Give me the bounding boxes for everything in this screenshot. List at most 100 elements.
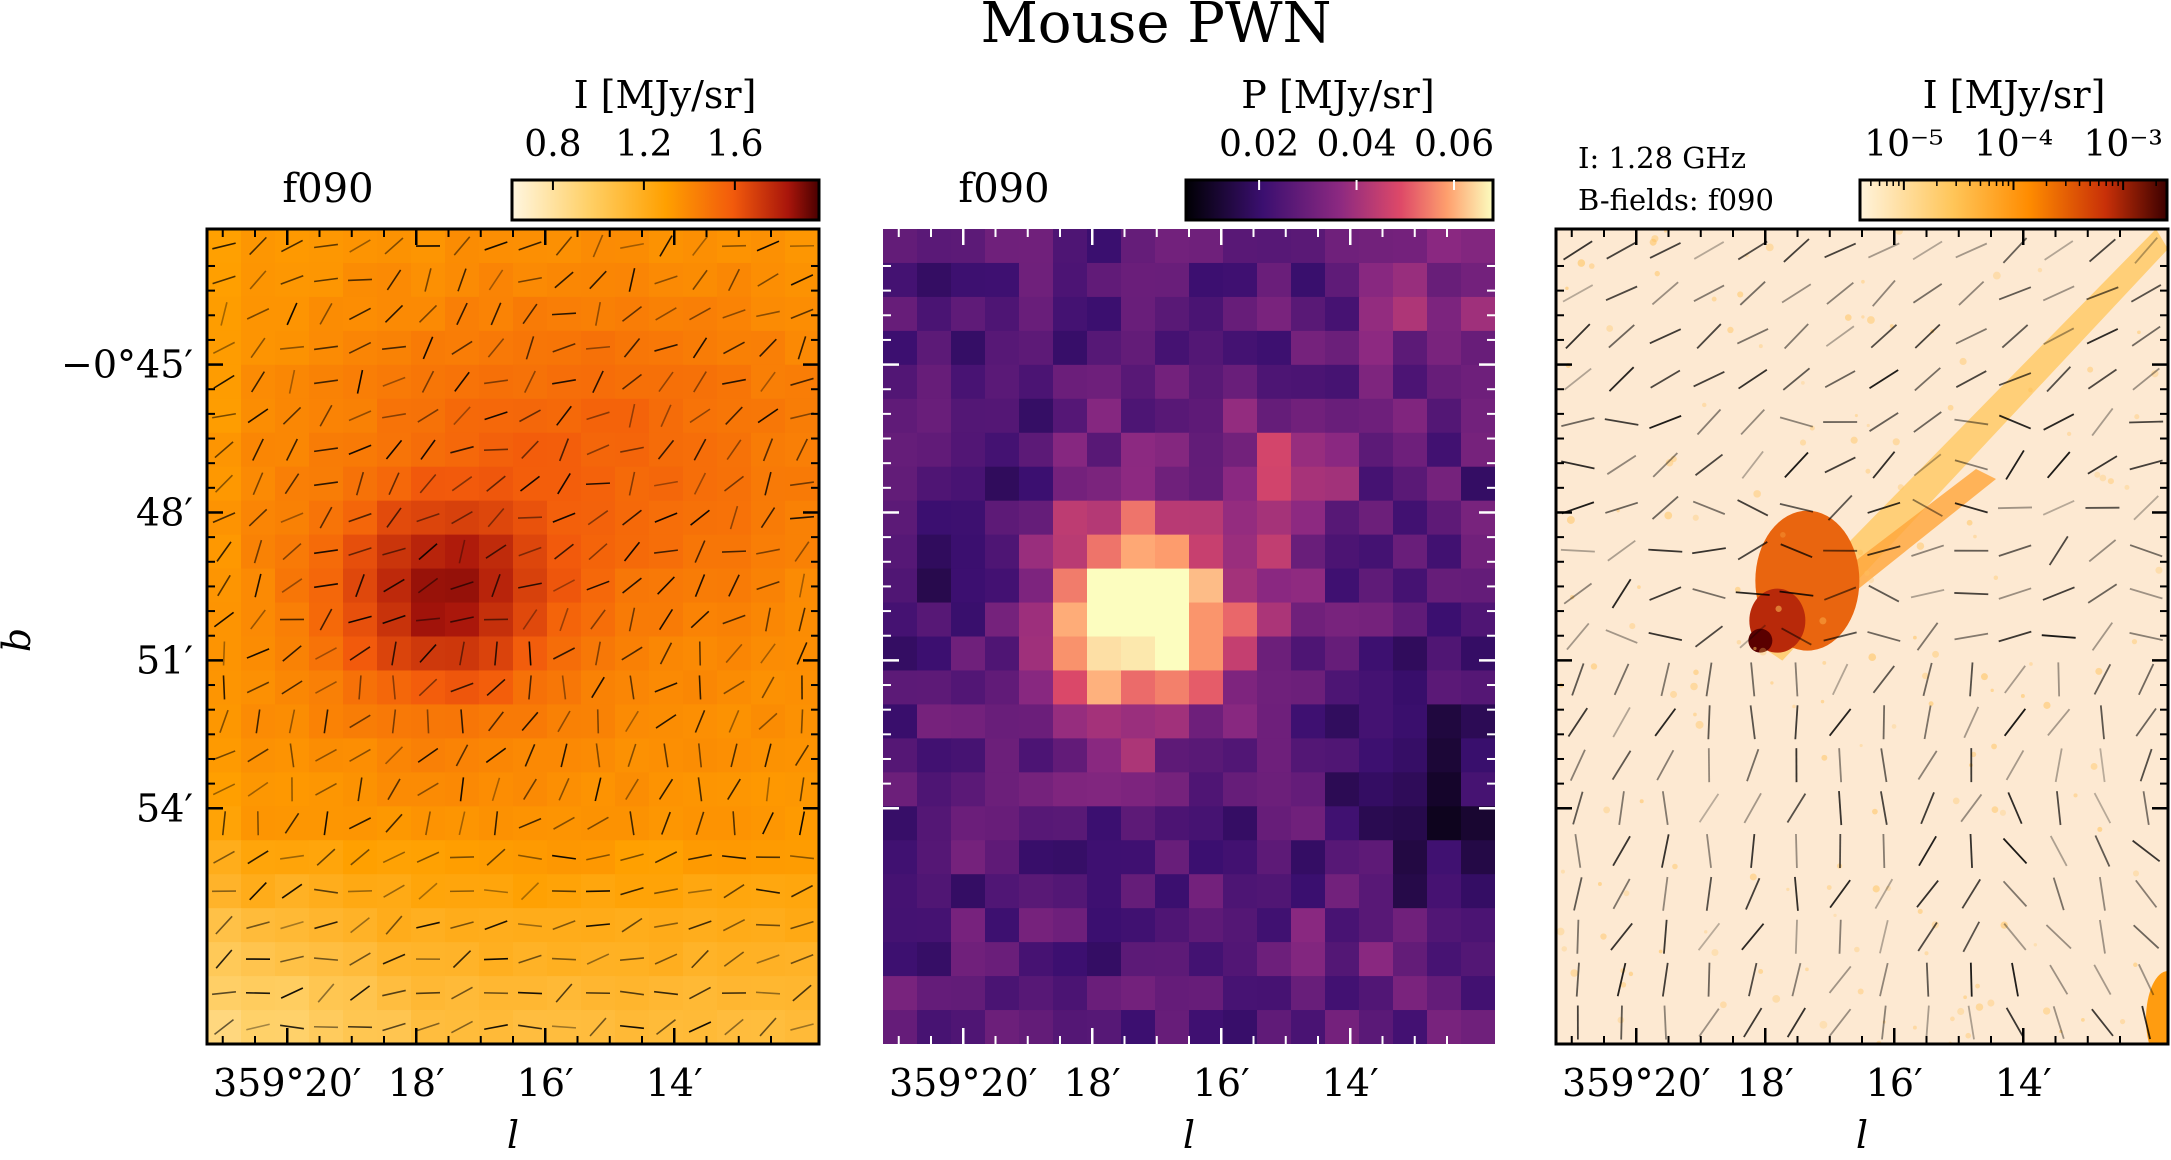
polarization-vector bbox=[654, 888, 678, 895]
bfield-vector bbox=[1608, 366, 1635, 392]
polarization-vector bbox=[384, 237, 404, 255]
polarization-vector bbox=[212, 242, 236, 250]
heatmap-cell bbox=[1189, 874, 1224, 909]
heatmap-cell bbox=[883, 229, 918, 264]
heatmap-cell bbox=[883, 976, 918, 1011]
heatmap-cell bbox=[951, 500, 986, 536]
heatmap-cell bbox=[1155, 670, 1190, 706]
bfield-vector bbox=[1692, 547, 1726, 555]
colorbar-tick-label: 10⁻⁴ bbox=[1974, 124, 2053, 165]
heatmap-cell bbox=[1223, 1010, 1258, 1044]
pwn-nucleus bbox=[1748, 628, 1773, 653]
polarization-vector bbox=[629, 675, 635, 700]
polarization-vector bbox=[418, 882, 438, 900]
heatmap-cell bbox=[581, 942, 616, 977]
heatmap-cell bbox=[1291, 806, 1326, 841]
polarization-vector bbox=[217, 574, 231, 597]
polarization-vector bbox=[219, 709, 229, 733]
polarization-vector bbox=[522, 303, 538, 325]
heatmap-cell bbox=[1121, 534, 1156, 570]
heatmap-cell bbox=[1189, 704, 1224, 739]
heatmap-cell bbox=[1257, 840, 1292, 875]
bfield-vector bbox=[2129, 544, 2163, 558]
noise-speck bbox=[1970, 751, 1977, 758]
polarization-vector bbox=[212, 512, 236, 524]
polarization-vector bbox=[594, 777, 602, 802]
polarization-vector bbox=[654, 953, 678, 965]
colorbar-tick-label: 1.6 bbox=[706, 124, 763, 165]
bfield-vector bbox=[1925, 1005, 1930, 1040]
heatmap-cell bbox=[1291, 500, 1326, 536]
bfield-vector bbox=[2088, 539, 2117, 563]
polarization-vector bbox=[282, 543, 302, 561]
bfield-vector bbox=[2054, 748, 2063, 783]
heatmap-cell bbox=[1359, 296, 1394, 332]
heatmap-cell bbox=[1121, 942, 1156, 977]
heatmap-cell bbox=[1053, 500, 1088, 536]
heatmap-cell bbox=[1359, 364, 1394, 400]
polarization-vector bbox=[552, 512, 576, 523]
noise-speck bbox=[1665, 458, 1674, 467]
heatmap-cell bbox=[883, 772, 918, 807]
noise-speck bbox=[1864, 570, 1870, 576]
heatmap-cell bbox=[1053, 840, 1088, 875]
heatmap-cell bbox=[1257, 466, 1292, 502]
noise-speck bbox=[1792, 704, 1796, 709]
heatmap-cell bbox=[1087, 432, 1122, 468]
noise-speck bbox=[1990, 688, 1994, 693]
bfield-vector bbox=[2091, 622, 2114, 651]
polarization-vector bbox=[457, 268, 467, 292]
heatmap-cell bbox=[1189, 772, 1224, 807]
bfield-vector bbox=[1569, 749, 1586, 782]
heatmap-cell bbox=[513, 500, 548, 536]
noise-speck bbox=[1866, 423, 1870, 428]
heatmap-cell bbox=[479, 330, 514, 366]
heatmap-cell bbox=[751, 636, 786, 672]
bfield-vector bbox=[1962, 921, 1981, 953]
heatmap-cell bbox=[951, 432, 986, 468]
bfield-vector bbox=[1783, 238, 1810, 263]
polarization-vector bbox=[319, 608, 333, 631]
polarization-vector bbox=[586, 953, 610, 965]
bfield-vector bbox=[1736, 328, 1769, 345]
heatmap-cell bbox=[1325, 670, 1360, 706]
polarization-vector bbox=[349, 646, 371, 661]
bfield-vector bbox=[1794, 705, 1799, 740]
panel-2-label: f090 bbox=[958, 166, 1049, 212]
noise-speck bbox=[1975, 983, 1980, 989]
bfield-vector bbox=[2139, 748, 2153, 782]
heatmap-cell bbox=[985, 432, 1020, 468]
heatmap-cell bbox=[309, 772, 344, 807]
polarization-vector bbox=[596, 709, 600, 734]
polarization-vector bbox=[212, 750, 236, 761]
noise-speck bbox=[1702, 402, 1707, 408]
polarization-vector bbox=[221, 811, 227, 836]
polarization-vector bbox=[249, 236, 267, 256]
bfield-vector bbox=[1912, 283, 1943, 304]
bfield-vector bbox=[1914, 323, 1941, 349]
heatmap-cell bbox=[1087, 568, 1122, 604]
polarization-vector bbox=[722, 309, 746, 319]
bfield-vector bbox=[2086, 286, 2119, 301]
x-tick-label: 14′ bbox=[1995, 1061, 2052, 1105]
heatmap-cell bbox=[1087, 840, 1122, 875]
heatmap-cell bbox=[1189, 1010, 1224, 1044]
noise-speck bbox=[1917, 908, 1923, 914]
heatmap-cell bbox=[1461, 500, 1495, 536]
heatmap-cell bbox=[1325, 432, 1360, 468]
heatmap-cell bbox=[1019, 942, 1054, 977]
bfield-vector bbox=[1867, 545, 1901, 556]
polarization-vector bbox=[382, 989, 406, 997]
heatmap-cell bbox=[649, 908, 684, 943]
heatmap-cell bbox=[1223, 806, 1258, 841]
polarization-vector bbox=[659, 642, 673, 665]
polarization-vector bbox=[280, 955, 304, 963]
bfield-vector bbox=[1707, 705, 1711, 740]
polarization-vector bbox=[723, 884, 745, 899]
heatmap-cell bbox=[1189, 432, 1224, 468]
noise-speck bbox=[1737, 291, 1744, 298]
heatmap-cell bbox=[1257, 976, 1292, 1011]
heatmap-cell bbox=[1155, 364, 1190, 400]
heatmap-cell bbox=[1223, 262, 1258, 298]
heatmap-cell bbox=[1189, 908, 1224, 943]
